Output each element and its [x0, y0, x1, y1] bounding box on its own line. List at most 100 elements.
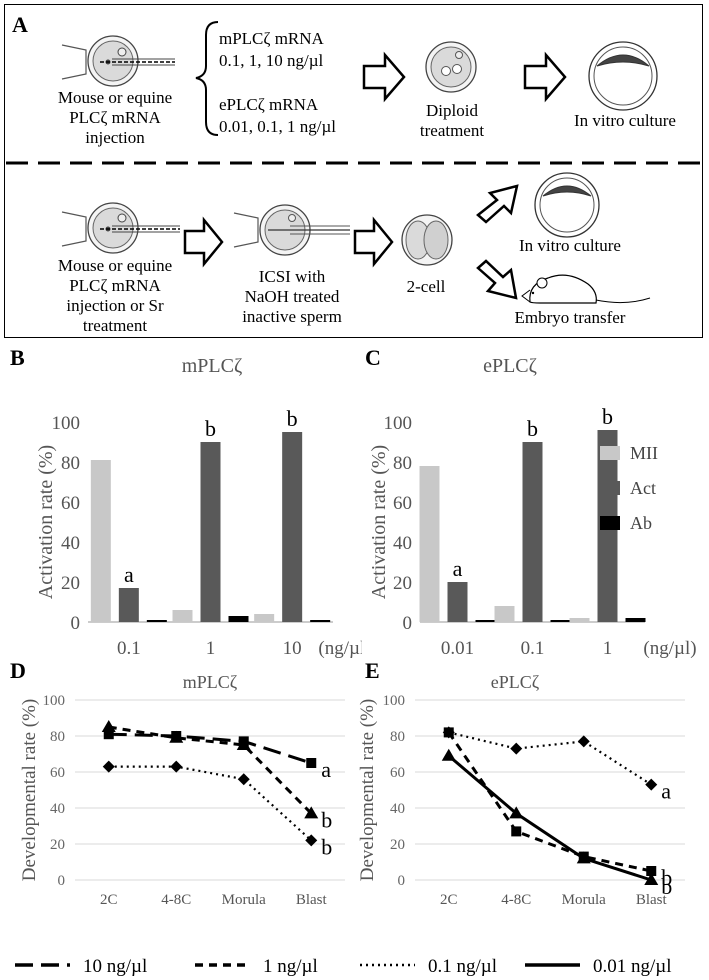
x-tick-label: Blast	[636, 892, 668, 908]
marker-square	[306, 758, 317, 768]
y-tick-label: 60	[393, 493, 412, 514]
injection-caption-line: injection or Sr	[66, 296, 164, 315]
significance-label: b	[321, 807, 332, 832]
x-tick-label: Morula	[562, 892, 607, 908]
y-tick-label: 80	[61, 453, 80, 474]
icsi-caption-line: NaOH treated	[244, 287, 340, 306]
mouse-mrna-title: mPLCζ mRNA	[219, 29, 324, 48]
series-line	[447, 754, 652, 882]
legend-swatch-ab	[600, 516, 620, 530]
significance-label: b	[527, 416, 538, 441]
x-tick-label: Blast	[296, 892, 328, 908]
x-tick-label: 0.1	[521, 638, 545, 658]
x-tick-label: 2C	[440, 892, 458, 908]
significance-label: a	[124, 562, 134, 587]
marker-square	[646, 866, 657, 876]
marker-diamond	[510, 742, 523, 755]
significance-label: a	[453, 556, 463, 581]
panel-d-label: D	[10, 658, 26, 683]
arrow-icon	[353, 216, 394, 268]
y-tick-label: 100	[52, 413, 81, 434]
x-tick-label: 4-8C	[161, 892, 191, 908]
chart-title: ePLCζ	[491, 672, 540, 692]
mouse-icon	[521, 274, 651, 304]
arrow-icon	[476, 184, 519, 224]
bar-act	[282, 432, 303, 622]
y-axis-label: Activation rate (%)	[368, 445, 390, 599]
marker-diamond	[305, 834, 318, 847]
y-tick-label: 100	[383, 693, 406, 709]
legend-swatch-act	[600, 481, 620, 495]
marker-square	[511, 826, 522, 837]
significance-label: b	[661, 865, 672, 890]
bar-ab	[146, 620, 167, 622]
transfer-caption: Embryo transfer	[514, 308, 626, 327]
y-tick-label: 0	[398, 873, 406, 889]
marker-triangle	[509, 806, 524, 819]
legend-label: Ab	[630, 513, 652, 533]
icsi-caption: ICSI with NaOH treated inactive sperm	[222, 267, 362, 327]
y-tick-label: 40	[50, 801, 65, 817]
x-tick-label: 1	[206, 638, 216, 658]
marker-diamond	[577, 735, 590, 748]
bar-ab	[310, 620, 331, 622]
marker-triangle	[644, 873, 659, 885]
y-tick-label: 20	[393, 573, 412, 594]
significance-label: b	[321, 834, 332, 859]
x-tick-label: 10	[283, 638, 302, 658]
injection-caption-line: Mouse or equine	[57, 256, 173, 275]
bar-mii	[254, 614, 275, 622]
diploid-oocyte-icon	[425, 41, 477, 93]
mouse-mrna-doses: 0.1, 1, 10 ng/µl	[219, 51, 324, 70]
chart-title: ePLCζ	[483, 355, 537, 377]
series-line	[447, 731, 652, 873]
injection-caption-top: Mouse or equine PLCζ mRNA injection	[30, 88, 200, 148]
y-tick-label: 20	[61, 573, 80, 594]
culture-caption-bottom: In vitro culture	[519, 236, 621, 255]
y-tick-label: 80	[50, 729, 65, 745]
bar-ab	[625, 618, 646, 622]
y-tick-label: 20	[50, 837, 65, 853]
equine-mrna-doses: 0.01, 0.1, 1 ng/µl	[219, 117, 336, 136]
x-tick-label: 0.01	[441, 638, 474, 658]
y-tick-label: 80	[390, 729, 405, 745]
icsi-caption-line: ICSI with	[258, 267, 326, 286]
significance-label: a	[321, 757, 331, 782]
y-tick-label: 0	[58, 873, 66, 889]
chart-d: 0 20 40 60 80 100 mPLCζ Developmental rate (%) 2…	[19, 672, 345, 908]
series-line	[448, 731, 652, 786]
marker-triangle	[304, 806, 319, 819]
injection-oocyte-icon-bottom	[61, 202, 180, 254]
marker-diamond	[237, 773, 250, 786]
bar-mii	[569, 618, 590, 622]
chart-c: 0 20 40 60 80 100 ePLCζ Activation rate (%) a 0.0…	[368, 355, 697, 658]
y-tick-label: 0	[71, 613, 81, 634]
y-tick-label: 100	[43, 693, 66, 709]
icsi-oocyte-icon	[233, 204, 350, 256]
y-axis-label: Developmental rate (%)	[357, 699, 378, 882]
marker-triangle	[169, 730, 184, 743]
blastocyst-icon-bottom	[534, 172, 600, 238]
equine-mrna-title: ePLCζ mRNA	[219, 95, 319, 114]
legend-swatch-mii	[600, 446, 620, 460]
marker-triangle	[101, 720, 116, 732]
legend-label: 0.1 ng/µl	[428, 956, 497, 977]
arrow-icon	[362, 51, 406, 103]
panel-a-illustrations	[6, 21, 703, 304]
significance-label: b	[661, 874, 672, 899]
x-tick-label: Morula	[222, 892, 267, 908]
bar-act	[522, 442, 543, 622]
two-cell-embryo-icon	[401, 214, 453, 266]
y-tick-label: 100	[384, 413, 413, 434]
panel-b-label: B	[10, 345, 25, 370]
diploid-caption: Diploid treatment	[406, 101, 498, 141]
x-tick-label: 0.1	[117, 638, 141, 658]
line-legend: 10 ng/µl 1 ng/µl 0.1 ng/µl 0.01 ng/µl	[15, 956, 672, 977]
legend-label: 10 ng/µl	[83, 956, 147, 977]
y-tick-label: 80	[393, 453, 412, 474]
legend-label: 1 ng/µl	[263, 956, 318, 977]
injection-caption-line: treatment	[82, 316, 148, 335]
bar-ab	[475, 620, 496, 622]
x-tick-label: 2C	[100, 892, 118, 908]
legend-label: Act	[630, 478, 656, 498]
